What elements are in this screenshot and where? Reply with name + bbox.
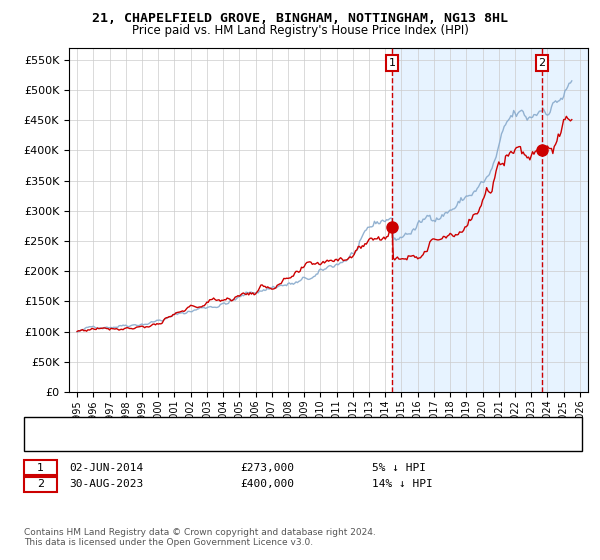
Text: £273,000: £273,000	[240, 463, 294, 473]
Bar	[392, 48, 542, 392]
Text: 1: 1	[389, 58, 395, 68]
Text: HPI: Average price, detached house, Rushcliffe: HPI: Average price, detached house, Rush…	[81, 436, 325, 446]
Text: 30-AUG-2023: 30-AUG-2023	[69, 479, 143, 489]
Text: ———: ———	[39, 420, 80, 433]
Text: £400,000: £400,000	[240, 479, 294, 489]
Text: 14% ↓ HPI: 14% ↓ HPI	[372, 479, 433, 489]
Text: 2: 2	[37, 479, 44, 489]
Text: Contains HM Land Registry data © Crown copyright and database right 2024.
This d: Contains HM Land Registry data © Crown c…	[24, 528, 376, 547]
Bar	[542, 48, 588, 392]
Text: 21, CHAPELFIELD GROVE, BINGHAM, NOTTINGHAM, NG13 8HL (detached house): 21, CHAPELFIELD GROVE, BINGHAM, NOTTINGH…	[81, 422, 499, 432]
Text: 5% ↓ HPI: 5% ↓ HPI	[372, 463, 426, 473]
Text: 21, CHAPELFIELD GROVE, BINGHAM, NOTTINGHAM, NG13 8HL: 21, CHAPELFIELD GROVE, BINGHAM, NOTTINGH…	[92, 12, 508, 25]
Text: 02-JUN-2014: 02-JUN-2014	[69, 463, 143, 473]
Text: ———: ———	[39, 433, 80, 448]
Text: 1: 1	[37, 463, 44, 473]
Text: Price paid vs. HM Land Registry's House Price Index (HPI): Price paid vs. HM Land Registry's House …	[131, 24, 469, 37]
Bar	[542, 48, 588, 392]
Text: 2: 2	[538, 58, 545, 68]
